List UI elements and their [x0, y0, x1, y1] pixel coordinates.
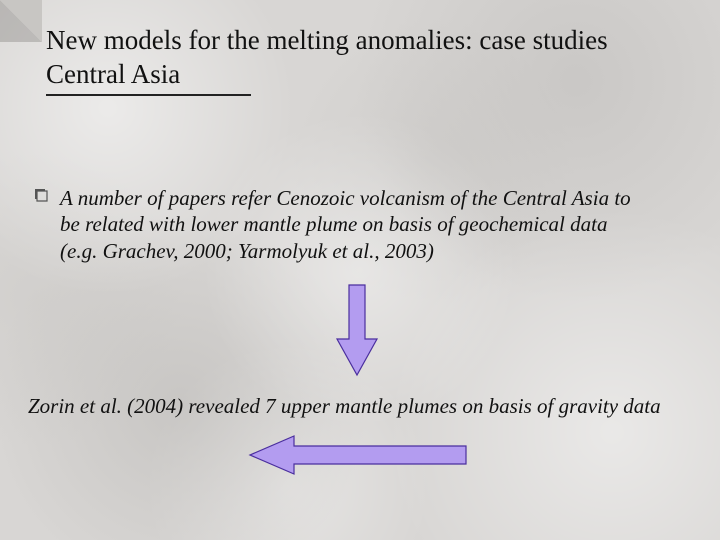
arrow-down-icon — [335, 283, 379, 377]
title-line-2: Central Asia — [46, 59, 180, 89]
paragraph-2-text: Zorin et al. (2004) revealed 7 upper man… — [28, 394, 661, 418]
page-fold-corner — [0, 0, 42, 42]
paragraph-1: A number of papers refer Cenozoic volcan… — [60, 185, 660, 264]
title-line-1: New models for the melting anomalies: ca… — [46, 25, 608, 55]
arrow-left-icon — [248, 434, 468, 476]
paragraph-2: Zorin et al. (2004) revealed 7 upper man… — [28, 393, 708, 419]
paragraph-1-line-3: (e.g. Grachev, 2000; Yarmolyuk et al., 2… — [60, 239, 434, 263]
paragraph-1-line-1: A number of papers refer Cenozoic volcan… — [60, 186, 631, 210]
paragraph-1-line-2: be related with lower mantle plume on ba… — [60, 212, 607, 236]
title-underline — [46, 94, 251, 96]
slide-title: New models for the melting anomalies: ca… — [46, 24, 696, 96]
bullet-icon — [34, 188, 48, 202]
